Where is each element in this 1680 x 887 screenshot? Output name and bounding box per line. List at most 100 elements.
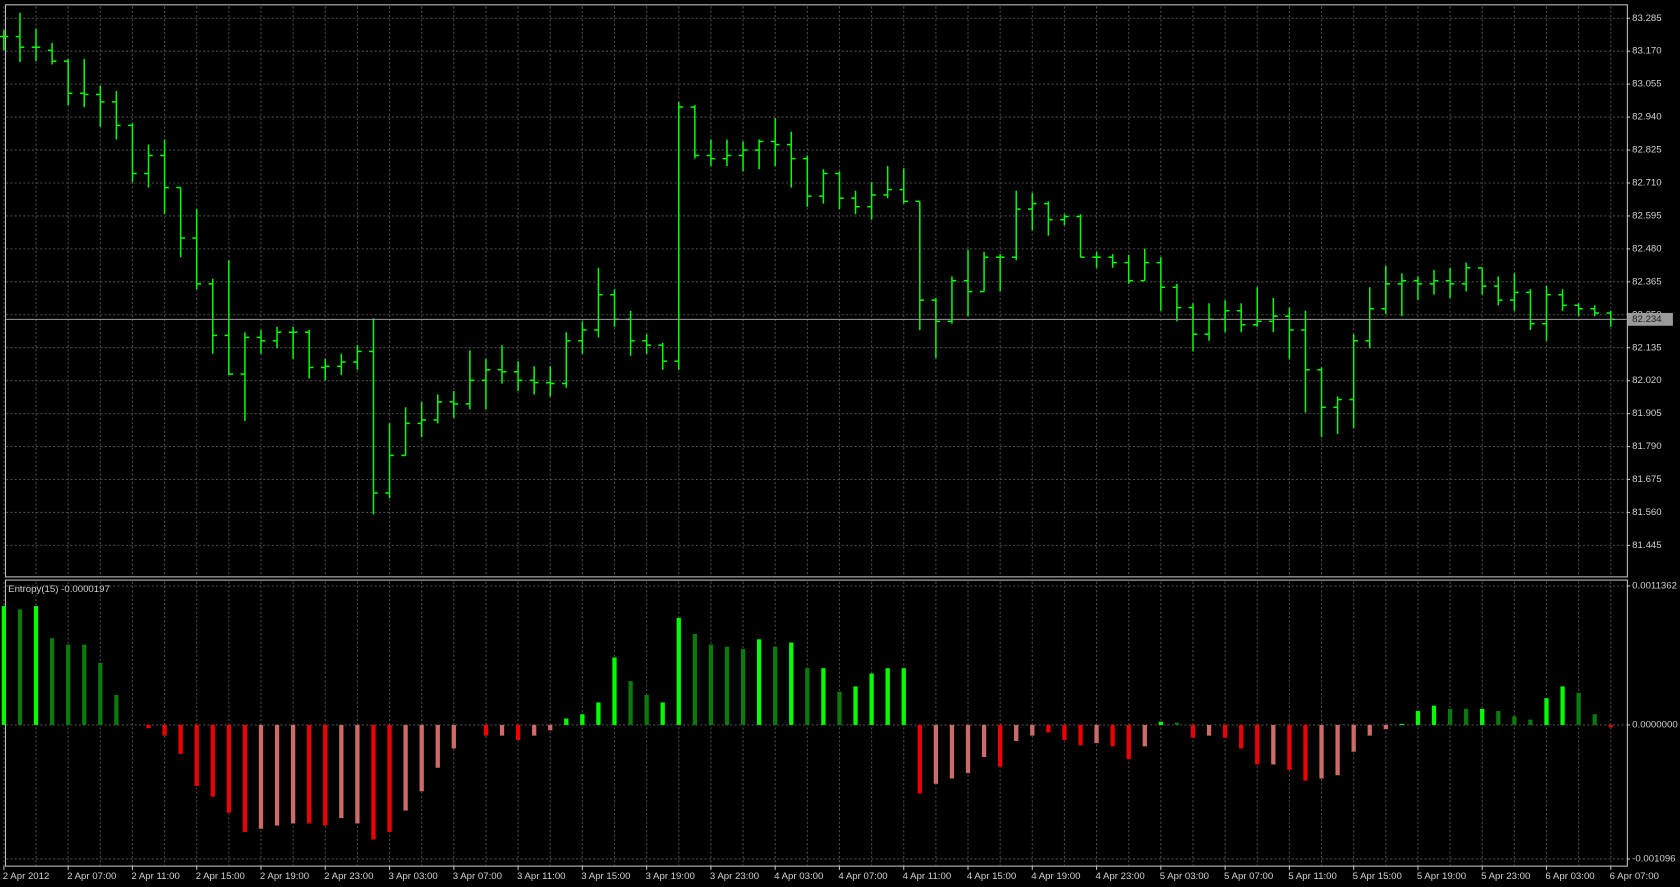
y-tick-label: 82.710 (1632, 178, 1661, 189)
x-tick-label: 2 Apr 15:00 (196, 871, 245, 882)
histogram-bar (274, 724, 280, 826)
x-tick-label: 4 Apr 23:00 (1095, 871, 1144, 882)
histogram-bar (965, 724, 971, 774)
histogram-bar (82, 644, 87, 725)
histogram-bar (1528, 719, 1533, 725)
histogram-bar (1496, 711, 1501, 725)
histogram-bar (307, 724, 312, 824)
x-tick-label: 5 Apr 11:00 (1288, 871, 1337, 882)
x-tick-label: 4 Apr 03:00 (774, 871, 823, 882)
indicator-value: -0.0000197 (61, 584, 110, 595)
x-tick-label: 4 Apr 19:00 (1031, 871, 1080, 882)
histogram-bar (1174, 722, 1180, 725)
histogram-bar (17, 609, 23, 725)
y-tick-label: 82.020 (1632, 375, 1661, 386)
x-tick-label: 6 Apr 07:00 (1610, 871, 1659, 882)
histogram-bar (1030, 724, 1035, 736)
y-tick-label: 81.445 (1632, 540, 1661, 551)
current-price-label: 82.234 (1632, 314, 1662, 325)
histogram-bar (1560, 686, 1565, 725)
histogram-bar (1222, 724, 1228, 738)
y-tick-label: 0.0000000 (1632, 719, 1678, 730)
x-tick-label: 4 Apr 11:00 (903, 871, 952, 882)
histogram-bar (1480, 708, 1485, 725)
histogram-bar (435, 724, 440, 768)
histogram-bar (1142, 724, 1147, 747)
x-tick-label: 3 Apr 15:00 (581, 871, 630, 882)
y-tick-label: 83.285 (1632, 13, 1661, 24)
histogram-bar (1319, 724, 1324, 779)
histogram-bar (419, 724, 424, 792)
x-tick-label: 2 Apr 19:00 (260, 871, 309, 882)
histogram-bar (1544, 698, 1549, 725)
histogram-bar (355, 724, 360, 824)
y-tick-label: 82.595 (1632, 210, 1661, 221)
x-tick-label: 2 Apr 07:00 (67, 871, 116, 882)
histogram-bar (194, 724, 199, 786)
histogram-bar (403, 724, 408, 811)
histogram-bar (612, 657, 617, 725)
histogram-bar (1303, 724, 1308, 781)
histogram-bar (1046, 724, 1051, 733)
x-tick-label: 5 Apr 07:00 (1224, 871, 1273, 882)
histogram-bar (773, 646, 778, 725)
x-tick-label: 2 Apr 23:00 (324, 871, 373, 882)
histogram-bar (917, 724, 922, 794)
x-tick-label: 2 Apr 2012 (3, 871, 50, 882)
histogram-bar (724, 646, 730, 725)
histogram-bar (1383, 724, 1388, 730)
y-tick-label: 0.0011362 (1632, 581, 1677, 592)
y-tick-label: -0.001096 (1632, 854, 1675, 865)
x-tick-label: 3 Apr 11:00 (517, 871, 566, 882)
y-tick-label: 82.825 (1632, 145, 1661, 156)
histogram-bar (242, 724, 248, 832)
indicator-title: Entropy(15) -0.0000197 (8, 584, 110, 595)
labels: 2 Apr 2012 2 Apr 07:00 2 Apr 11:00 2 Apr 15… (3, 13, 1678, 882)
histogram-bar (1062, 724, 1067, 740)
histogram-bar (644, 694, 649, 725)
histogram-bar (371, 724, 376, 840)
histogram-bar (1014, 724, 1019, 741)
histogram-bar (1078, 724, 1083, 746)
histogram-bar (837, 691, 842, 725)
histogram-bar (1335, 724, 1340, 776)
histogram-bar (1, 606, 7, 725)
histogram-bar (789, 642, 794, 725)
histogram-bar (676, 617, 681, 725)
x-tick-label: 5 Apr 23:00 (1481, 871, 1530, 882)
histogram-bar (1239, 724, 1244, 749)
histogram-bar (532, 724, 537, 736)
y-tick-label: 82.135 (1632, 342, 1661, 353)
histogram-bar (258, 724, 264, 829)
x-tick-label: 3 Apr 03:00 (388, 871, 437, 882)
histogram-bar (628, 681, 633, 725)
histogram-bar (1351, 724, 1356, 752)
histogram-bar (564, 718, 569, 725)
histogram-bar (1206, 724, 1212, 736)
histogram-bar (1399, 723, 1405, 725)
histogram-bar (596, 702, 601, 725)
y-tick-label: 81.905 (1632, 408, 1661, 419)
histogram-bar (451, 724, 456, 749)
histogram-bar (483, 724, 489, 736)
y-tick-label: 83.055 (1632, 79, 1661, 90)
histogram-bar (114, 694, 119, 725)
histogram-bar (1255, 724, 1260, 765)
histogram-bar (146, 724, 151, 729)
histogram-bar (1110, 724, 1115, 747)
x-tick-label: 6 Apr 03:00 (1545, 871, 1594, 882)
histogram-bar (499, 724, 505, 736)
x-tick-label: 4 Apr 07:00 (838, 871, 887, 882)
histogram-bar (1608, 724, 1613, 728)
histogram-bar (1512, 716, 1517, 725)
histogram-bar (1126, 724, 1131, 760)
y-tick-label: 83.170 (1632, 46, 1661, 57)
histogram-bar (1271, 724, 1276, 765)
histogram-bar (1158, 721, 1163, 725)
histogram-bar (1190, 724, 1196, 738)
histogram-bar (853, 686, 858, 725)
y-tick-label: 82.940 (1632, 112, 1661, 123)
histogram-bar (1464, 708, 1469, 725)
histogram-bar (1447, 708, 1453, 725)
